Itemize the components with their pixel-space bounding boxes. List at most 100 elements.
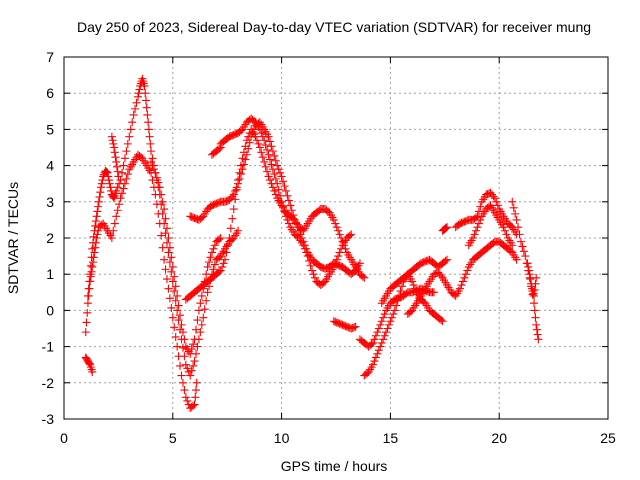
data-point: [125, 132, 134, 141]
data-point: [442, 255, 451, 264]
data-point: [524, 262, 533, 271]
data-point: [161, 229, 170, 238]
data-point: [190, 335, 199, 344]
data-point: [355, 259, 364, 268]
data-point: [180, 335, 189, 344]
data-point: [437, 272, 446, 281]
data-point: [148, 161, 157, 170]
data-point: [305, 256, 314, 265]
data-point: [530, 299, 539, 308]
data-point: [164, 284, 173, 293]
data-point: [141, 89, 150, 98]
data-point: [515, 230, 524, 239]
data-point: [160, 255, 169, 264]
data-point: [530, 291, 539, 300]
data-point: [147, 147, 156, 156]
data-point: [170, 272, 179, 281]
data-point: [164, 234, 173, 242]
data-point: [516, 237, 525, 246]
data-point: [512, 255, 521, 264]
data-point: [118, 168, 127, 177]
data-point: [94, 202, 103, 211]
data-point: [380, 331, 389, 340]
data-point: [268, 183, 277, 192]
data-point: [265, 176, 274, 185]
data-point: [132, 98, 141, 107]
data-point: [337, 244, 346, 253]
series-track: [216, 114, 356, 290]
y-tick-label: 1: [46, 266, 54, 282]
data-point: [332, 223, 341, 232]
data-point: [252, 136, 261, 145]
data-point: [189, 361, 198, 370]
data-point: [533, 330, 542, 339]
data-point: [196, 328, 205, 337]
data-point: [215, 144, 224, 153]
data-point: [232, 183, 241, 192]
data-point: [151, 168, 160, 177]
data-point: [122, 174, 131, 183]
series-track: [438, 223, 451, 235]
data-point: [289, 211, 298, 220]
data-point: [347, 230, 356, 239]
data-point: [469, 234, 478, 242]
data-point: [190, 357, 199, 366]
data-point: [199, 313, 208, 322]
data-point: [235, 174, 244, 183]
series-track: [329, 317, 360, 333]
data-point: [181, 360, 190, 369]
data-point: [350, 323, 359, 332]
series-track: [360, 270, 447, 380]
data-point: [148, 154, 157, 163]
data-point: [395, 291, 404, 300]
data-point: [171, 296, 180, 305]
data-point: [102, 167, 111, 176]
data-point: [89, 232, 98, 241]
data-point: [162, 238, 171, 247]
data-point: [228, 192, 237, 201]
data-point: [281, 212, 290, 221]
data-point: [532, 320, 541, 329]
data-point: [258, 153, 267, 162]
data-point: [396, 287, 405, 296]
data-point: [283, 215, 292, 224]
data-point: [183, 364, 192, 373]
data-point: [254, 139, 263, 148]
data-point: [514, 223, 523, 232]
data-point: [306, 261, 315, 270]
data-point: [145, 132, 154, 141]
data-point: [107, 234, 116, 242]
series-track: [377, 255, 451, 308]
data-point: [112, 212, 121, 221]
data-point: [114, 172, 123, 181]
data-point: [329, 262, 338, 271]
data-point: [242, 150, 251, 159]
data-point: [280, 207, 289, 216]
data-point: [144, 125, 153, 134]
data-point: [270, 186, 279, 195]
data-point: [371, 331, 380, 340]
data-point: [97, 179, 106, 188]
data-point: [171, 332, 180, 341]
data-point: [167, 303, 176, 312]
data-point: [120, 154, 129, 163]
data-point: [165, 258, 174, 267]
data-point: [270, 151, 279, 160]
data-point: [110, 219, 119, 228]
data-point: [370, 335, 379, 344]
data-point: [123, 170, 132, 179]
data-point: [257, 148, 266, 157]
data-point: [457, 281, 466, 290]
data-point: [231, 186, 240, 195]
data-point: [129, 110, 138, 119]
data-point: [460, 273, 469, 282]
x-tick-label: 0: [60, 430, 68, 446]
data-point: [197, 291, 206, 300]
data-point: [284, 196, 293, 205]
data-point: [113, 206, 122, 215]
data-point: [149, 165, 158, 174]
data-point: [335, 248, 344, 257]
data-point: [273, 161, 282, 170]
data-point: [265, 137, 274, 146]
data-point: [277, 197, 286, 206]
